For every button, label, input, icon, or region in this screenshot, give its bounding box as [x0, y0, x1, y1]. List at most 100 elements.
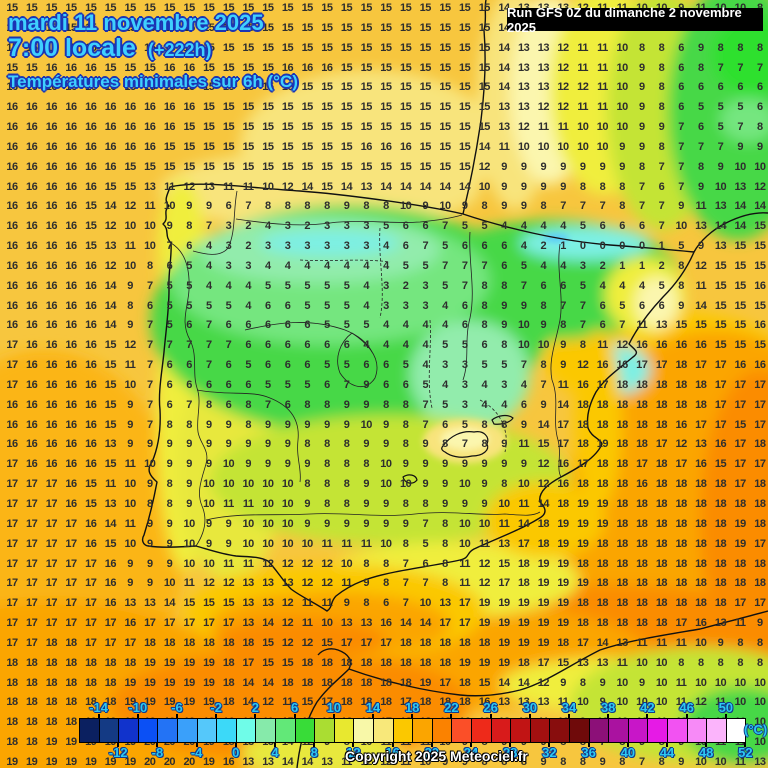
grid-value: 15 — [439, 141, 451, 153]
grid-value: 8 — [501, 478, 507, 490]
grid-value: 11 — [223, 498, 234, 510]
grid-value: 18 — [656, 478, 668, 490]
grid-value: 9 — [147, 538, 153, 550]
grid-value: 10 — [715, 677, 727, 689]
grid-value: 16 — [183, 101, 195, 113]
grid-value: 9 — [541, 319, 547, 331]
grid-value: 5 — [462, 220, 468, 232]
grid-value: 15 — [183, 597, 195, 609]
grid-value: 10 — [754, 677, 766, 689]
grid-value: 17 — [361, 637, 373, 649]
grid-value: 8 — [167, 419, 173, 431]
grid-value: 16 — [65, 458, 77, 470]
grid-value: 3 — [383, 280, 389, 292]
grid-value: 18 — [616, 577, 628, 589]
grid-value: 5 — [324, 300, 330, 312]
grid-value: 15 — [85, 42, 97, 54]
grid-value: 18 — [695, 597, 707, 609]
grid-value: 15 — [400, 2, 412, 14]
grid-value: 6 — [304, 319, 310, 331]
grid-value: 16 — [46, 220, 58, 232]
grid-value: 18 — [144, 637, 156, 649]
grid-value: 4 — [639, 280, 645, 292]
grid-value: 13 — [498, 696, 510, 708]
grid-value: 9 — [718, 161, 724, 173]
grid-value: 16 — [85, 319, 97, 331]
grid-value: 16 — [46, 399, 58, 411]
copyright-text: Copyright 2025 Meteociel.fr — [345, 748, 528, 764]
grid-value: 10 — [144, 220, 156, 232]
grid-value: 14 — [105, 300, 117, 312]
grid-value: 13 — [715, 240, 727, 252]
grid-value: 10 — [479, 181, 491, 193]
grid-value: 17 — [183, 617, 195, 629]
grid-value: 9 — [147, 558, 153, 570]
grid-value: 15 — [715, 300, 727, 312]
grid-value: 13 — [518, 42, 530, 54]
grid-value: 17 — [65, 558, 77, 570]
grid-value: 15 — [479, 22, 491, 34]
grid-value: 18 — [675, 597, 687, 609]
grid-value: 11 — [538, 716, 549, 728]
grid-value: 17 — [243, 657, 255, 669]
grid-value: 18 — [203, 637, 215, 649]
grid-value: 13 — [538, 62, 550, 74]
grid-value: 7 — [206, 339, 212, 351]
grid-value: 6 — [245, 379, 251, 391]
grid-value: 17 — [85, 637, 97, 649]
grid-value: 5 — [501, 359, 507, 371]
grid-value: 17 — [26, 637, 38, 649]
grid-value: 16 — [46, 280, 58, 292]
grid-value: 11 — [676, 696, 687, 708]
grid-value: 9 — [501, 458, 507, 470]
grid-value: 10 — [400, 478, 412, 490]
grid-value: 12 — [557, 101, 569, 113]
grid-value: 7 — [167, 240, 173, 252]
grid-value: 13 — [262, 756, 274, 768]
grid-value: 15 — [479, 121, 491, 133]
grid-value: 18 — [656, 419, 668, 431]
grid-value: 5 — [324, 319, 330, 331]
grid-value: 9 — [363, 518, 369, 530]
grid-value: 15 — [282, 121, 294, 133]
grid-value: 16 — [695, 339, 707, 351]
grid-value: 7 — [147, 419, 153, 431]
grid-value: 16 — [26, 141, 38, 153]
grid-value: 16 — [6, 438, 18, 450]
grid-value: 8 — [383, 200, 389, 212]
grid-value: 6 — [344, 339, 350, 351]
grid-value: 3 — [580, 260, 586, 272]
grid-value: 18 — [754, 518, 766, 530]
grid-value: 8 — [186, 419, 192, 431]
grid-value: 11 — [223, 558, 234, 570]
grid-value: 18 — [439, 716, 451, 728]
grid-value: 19 — [597, 518, 609, 530]
grid-value: 15 — [361, 2, 373, 14]
grid-value: 7 — [678, 181, 684, 193]
grid-value: 18 — [46, 677, 58, 689]
grid-value: 16 — [695, 458, 707, 470]
grid-value: 18 — [695, 558, 707, 570]
grid-value: 16 — [46, 81, 58, 93]
grid-value: 18 — [479, 637, 491, 649]
grid-value: 5 — [580, 280, 586, 292]
grid-value: 16 — [65, 379, 77, 391]
grid-value: 9 — [757, 141, 763, 153]
grid-value: 20 — [183, 756, 195, 768]
grid-value: 15 — [754, 300, 766, 312]
grid-value: 4 — [422, 319, 428, 331]
grid-value: 5 — [206, 300, 212, 312]
grid-value: 0 — [580, 240, 586, 252]
grid-value: 19 — [124, 696, 136, 708]
grid-value: 15 — [85, 240, 97, 252]
grid-value: 19 — [144, 677, 156, 689]
grid-value: 14 — [105, 200, 117, 212]
grid-value: 18 — [636, 419, 648, 431]
grid-value: 18 — [656, 617, 668, 629]
grid-value: 9 — [600, 756, 606, 768]
grid-value: 0 — [619, 240, 625, 252]
grid-value: 6 — [422, 220, 428, 232]
grid-value: 9 — [127, 558, 133, 570]
grid-value: 18 — [321, 657, 333, 669]
grid-value: 16 — [105, 121, 117, 133]
